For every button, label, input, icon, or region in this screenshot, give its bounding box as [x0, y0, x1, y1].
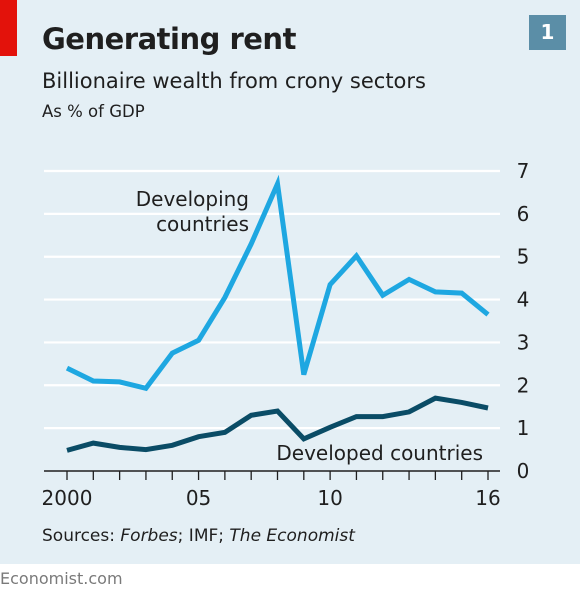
- source-forbes: Forbes: [120, 526, 178, 546]
- y-tick-label-6: 6: [517, 202, 530, 226]
- chart-subtitle: Billionaire wealth from crony sectors: [42, 69, 426, 93]
- y-tick-label-3: 3: [517, 330, 530, 354]
- source-note: Sources: Forbes; IMF; The Economist: [42, 526, 355, 546]
- series-label-developing-0: Developing: [136, 187, 249, 211]
- footer-credit: Economist.com: [0, 569, 123, 588]
- y-tick-label-4: 4: [517, 288, 530, 312]
- source-mid: ; IMF;: [177, 526, 230, 546]
- y-tick-label-0: 0: [517, 459, 530, 483]
- unit-label: As % of GDP: [42, 102, 145, 121]
- y-tick-label-2: 2: [517, 373, 530, 397]
- source-prefix: Sources:: [42, 526, 121, 546]
- chart-number-badge: 1: [529, 15, 566, 50]
- x-tick-label-2000: 2000: [42, 486, 93, 510]
- x-tick-label-2010: 10: [317, 486, 342, 510]
- series-line-developed: [66, 395, 489, 453]
- x-tick-label-2005: 05: [186, 486, 211, 510]
- series-label-developed-0: Developed countries: [276, 441, 483, 465]
- series-line-developing: [65, 174, 490, 392]
- y-tick-label-5: 5: [517, 245, 530, 269]
- y-tick-label-1: 1: [517, 416, 530, 440]
- brand-tag: [0, 0, 17, 56]
- chart-title: Generating rent: [42, 22, 296, 56]
- y-tick-label-7: 7: [517, 159, 530, 183]
- source-economist: The Economist: [229, 526, 355, 546]
- series-label-developing-1: countries: [156, 212, 249, 236]
- x-tick-label-2016: 16: [475, 486, 500, 510]
